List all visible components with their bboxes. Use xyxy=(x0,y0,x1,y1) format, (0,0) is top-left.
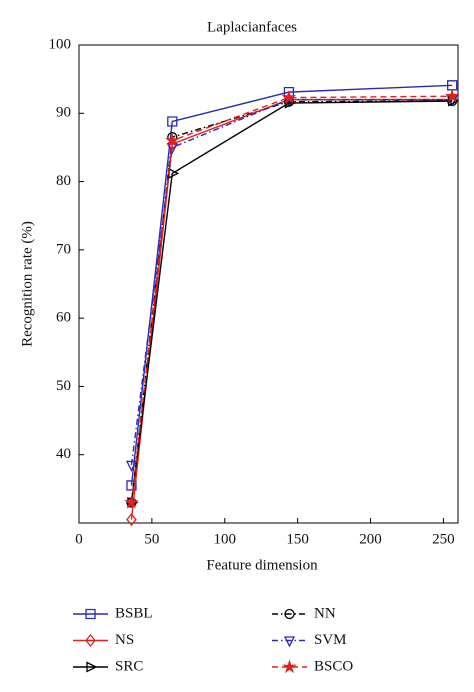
series-line xyxy=(130,100,453,503)
legend-marker xyxy=(283,636,296,648)
legend-label: SVM xyxy=(314,632,347,648)
marker xyxy=(447,80,458,91)
chart-title: Laplacianfaces xyxy=(207,19,297,35)
series-line xyxy=(130,98,453,466)
y-tick-label: 40 xyxy=(56,446,71,462)
x-tick-label: 0 xyxy=(75,531,83,547)
marker xyxy=(125,460,138,472)
series-line xyxy=(130,84,453,486)
series-line xyxy=(130,98,453,520)
marker xyxy=(164,132,180,147)
x-axis-label: Feature dimension xyxy=(206,557,318,573)
x-tick-label: 200 xyxy=(359,531,382,547)
y-tick-label: 60 xyxy=(56,310,71,326)
legend-marker xyxy=(284,608,295,620)
marker xyxy=(167,116,178,127)
legend-marker xyxy=(86,661,98,673)
y-tick-label: 50 xyxy=(56,378,71,394)
marker xyxy=(124,494,139,509)
y-tick-label: 100 xyxy=(49,36,72,52)
legend-label: BSCO xyxy=(314,658,353,674)
plot-frame xyxy=(78,44,459,524)
marker xyxy=(166,137,178,151)
y-tick-label: 80 xyxy=(56,173,71,189)
marker xyxy=(126,513,137,527)
legend-marker xyxy=(85,633,96,648)
x-tick-label: 100 xyxy=(214,531,237,547)
y-tick-label: 70 xyxy=(56,241,71,257)
legend-label: NN xyxy=(314,605,336,621)
marker xyxy=(126,480,137,491)
y-tick-label: 90 xyxy=(56,105,71,121)
x-tick-label: 250 xyxy=(432,531,455,547)
legend-label: NS xyxy=(115,632,134,648)
x-tick-label: 50 xyxy=(144,531,159,547)
y-axis-label: Recognition rate (%) xyxy=(19,221,35,347)
series-line xyxy=(130,95,453,503)
legend-label: BSBL xyxy=(115,605,153,621)
legend-label: SRC xyxy=(115,658,143,674)
series-line xyxy=(130,100,453,503)
x-tick-label: 150 xyxy=(286,531,309,547)
marker xyxy=(281,89,297,104)
legend-marker xyxy=(282,659,297,674)
marker xyxy=(444,88,460,103)
legend-marker xyxy=(85,608,96,620)
